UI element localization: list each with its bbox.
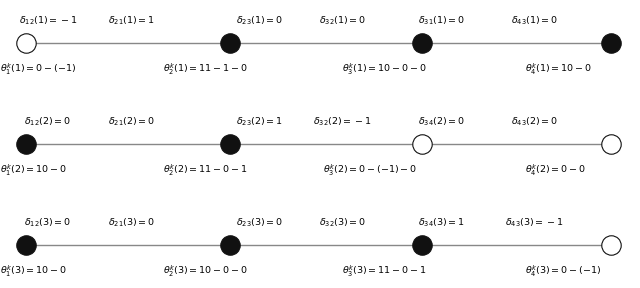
Text: $\theta^k_1(2) = 10-0$: $\theta^k_1(2) = 10-0$ (0, 163, 67, 178)
Text: $\delta_{32}(1) = 0$: $\delta_{32}(1) = 0$ (319, 15, 366, 27)
Text: $\theta^k_1(1) = 0-(-1)$: $\theta^k_1(1) = 0-(-1)$ (0, 62, 76, 77)
Text: $\theta^k_2(1) = 11-1-0$: $\theta^k_2(1) = 11-1-0$ (163, 62, 248, 77)
Text: $\delta_{12}(2) = 0$: $\delta_{12}(2) = 0$ (24, 116, 72, 128)
Text: $\theta^k_3(3) = 11-0-1$: $\theta^k_3(3) = 11-0-1$ (342, 264, 427, 279)
Text: $\theta^k_3(1) = 10-0-0$: $\theta^k_3(1) = 10-0-0$ (342, 62, 427, 77)
Text: $\delta_{43}(2) = 0$: $\delta_{43}(2) = 0$ (511, 116, 558, 128)
Text: $\delta_{43}(1) = 0$: $\delta_{43}(1) = 0$ (511, 15, 558, 27)
Text: $\delta_{34}(3) = 1$: $\delta_{34}(3) = 1$ (418, 217, 465, 229)
Text: $\delta_{32}(3) = 0$: $\delta_{32}(3) = 0$ (319, 217, 366, 229)
Text: $\delta_{31}(1) = 0$: $\delta_{31}(1) = 0$ (418, 15, 465, 27)
Text: $\theta^k_4(2) = 0-0$: $\theta^k_4(2) = 0-0$ (525, 163, 586, 178)
Text: $\delta_{23}(3) = 0$: $\delta_{23}(3) = 0$ (236, 217, 283, 229)
Text: $\theta^k_3(2) = 0-(-1)-0$: $\theta^k_3(2) = 0-(-1)-0$ (323, 163, 417, 178)
Text: $\theta^k_4(3) = 0-(-1)$: $\theta^k_4(3) = 0-(-1)$ (525, 264, 601, 279)
Text: $\theta^k_4(1) = 10-0$: $\theta^k_4(1) = 10-0$ (525, 62, 591, 77)
Text: $\delta_{21}(2) = 0$: $\delta_{21}(2) = 0$ (108, 116, 155, 128)
Text: $\delta_{21}(1) = 1$: $\delta_{21}(1) = 1$ (108, 15, 155, 27)
Text: $\theta^k_2(3) = 10-0-0$: $\theta^k_2(3) = 10-0-0$ (163, 264, 248, 279)
Text: $\delta_{12}(1) = -1$: $\delta_{12}(1) = -1$ (19, 15, 77, 27)
Text: $\theta^k_1(3) = 10-0$: $\theta^k_1(3) = 10-0$ (0, 264, 67, 279)
Text: $\delta_{12}(3) = 0$: $\delta_{12}(3) = 0$ (24, 217, 72, 229)
Text: $\delta_{23}(1) = 0$: $\delta_{23}(1) = 0$ (236, 15, 283, 27)
Text: $\theta^k_2(2) = 11-0-1$: $\theta^k_2(2) = 11-0-1$ (163, 163, 248, 178)
Text: $\delta_{32}(2) = -1$: $\delta_{32}(2) = -1$ (313, 116, 372, 128)
Text: $\delta_{34}(2) = 0$: $\delta_{34}(2) = 0$ (418, 116, 465, 128)
Text: $\delta_{23}(2) = 1$: $\delta_{23}(2) = 1$ (236, 116, 283, 128)
Text: $\delta_{21}(3) = 0$: $\delta_{21}(3) = 0$ (108, 217, 155, 229)
Text: $\delta_{43}(3) = -1$: $\delta_{43}(3) = -1$ (505, 217, 564, 229)
